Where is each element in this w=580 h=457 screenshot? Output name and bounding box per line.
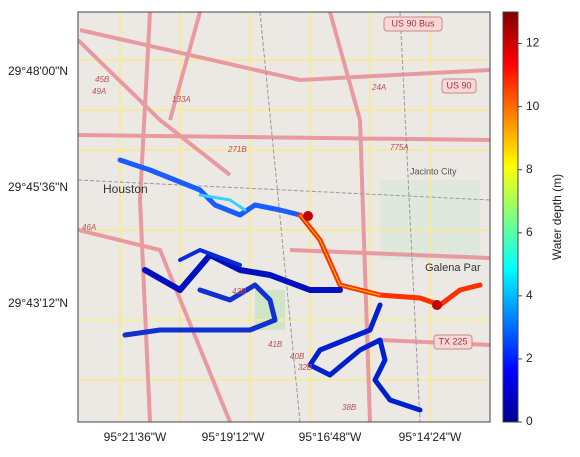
route-label: 38B bbox=[342, 403, 357, 412]
lat-label: 29°48'00"N bbox=[8, 64, 68, 78]
shield: US 90 Bus bbox=[391, 18, 435, 28]
colorbar-tick-label: 12 bbox=[526, 36, 540, 50]
basemap: Houston Jacinto City Galena Par US 90 Bu… bbox=[78, 12, 490, 422]
route-label: 271B bbox=[227, 145, 247, 154]
colorbar-label: Water depth (m) bbox=[550, 174, 564, 260]
route-label: 32B bbox=[298, 363, 313, 372]
route-label: 46A bbox=[82, 223, 96, 232]
shield: US 90 bbox=[446, 80, 471, 90]
place: Houston bbox=[103, 182, 148, 196]
shield: TX 225 bbox=[438, 336, 467, 346]
route-label: 40B bbox=[290, 352, 305, 361]
lat-label: 29°43'12"N bbox=[8, 296, 68, 310]
route-label: 775A bbox=[390, 143, 409, 152]
route-label: 133A bbox=[172, 95, 191, 104]
route-label: 45B bbox=[95, 75, 110, 84]
colorbar-tick-label: 10 bbox=[526, 99, 540, 113]
route-label: 43B bbox=[232, 287, 247, 296]
lon-label: 95°21'36"W bbox=[104, 430, 167, 444]
route-label: 41B bbox=[268, 340, 283, 349]
colorbar-tick-label: 4 bbox=[526, 288, 533, 302]
colorbar bbox=[502, 11, 519, 423]
route-label: 49A bbox=[92, 87, 106, 96]
route-label: 24A bbox=[371, 83, 386, 92]
lon-label: 95°16'48"W bbox=[299, 430, 362, 444]
lon-label: 95°19'12"W bbox=[202, 430, 265, 444]
lat-label: 29°45'36"N bbox=[8, 180, 68, 194]
lon-label: 95°14'24"W bbox=[399, 430, 462, 444]
colorbar-tick-label: 0 bbox=[526, 414, 533, 428]
colorbar-tick-label: 6 bbox=[526, 225, 533, 239]
colorbar-tick-label: 2 bbox=[526, 351, 533, 365]
place: Galena Par bbox=[425, 262, 481, 274]
colorbar-tick-label: 8 bbox=[526, 162, 533, 176]
place: Jacinto City bbox=[410, 166, 457, 176]
